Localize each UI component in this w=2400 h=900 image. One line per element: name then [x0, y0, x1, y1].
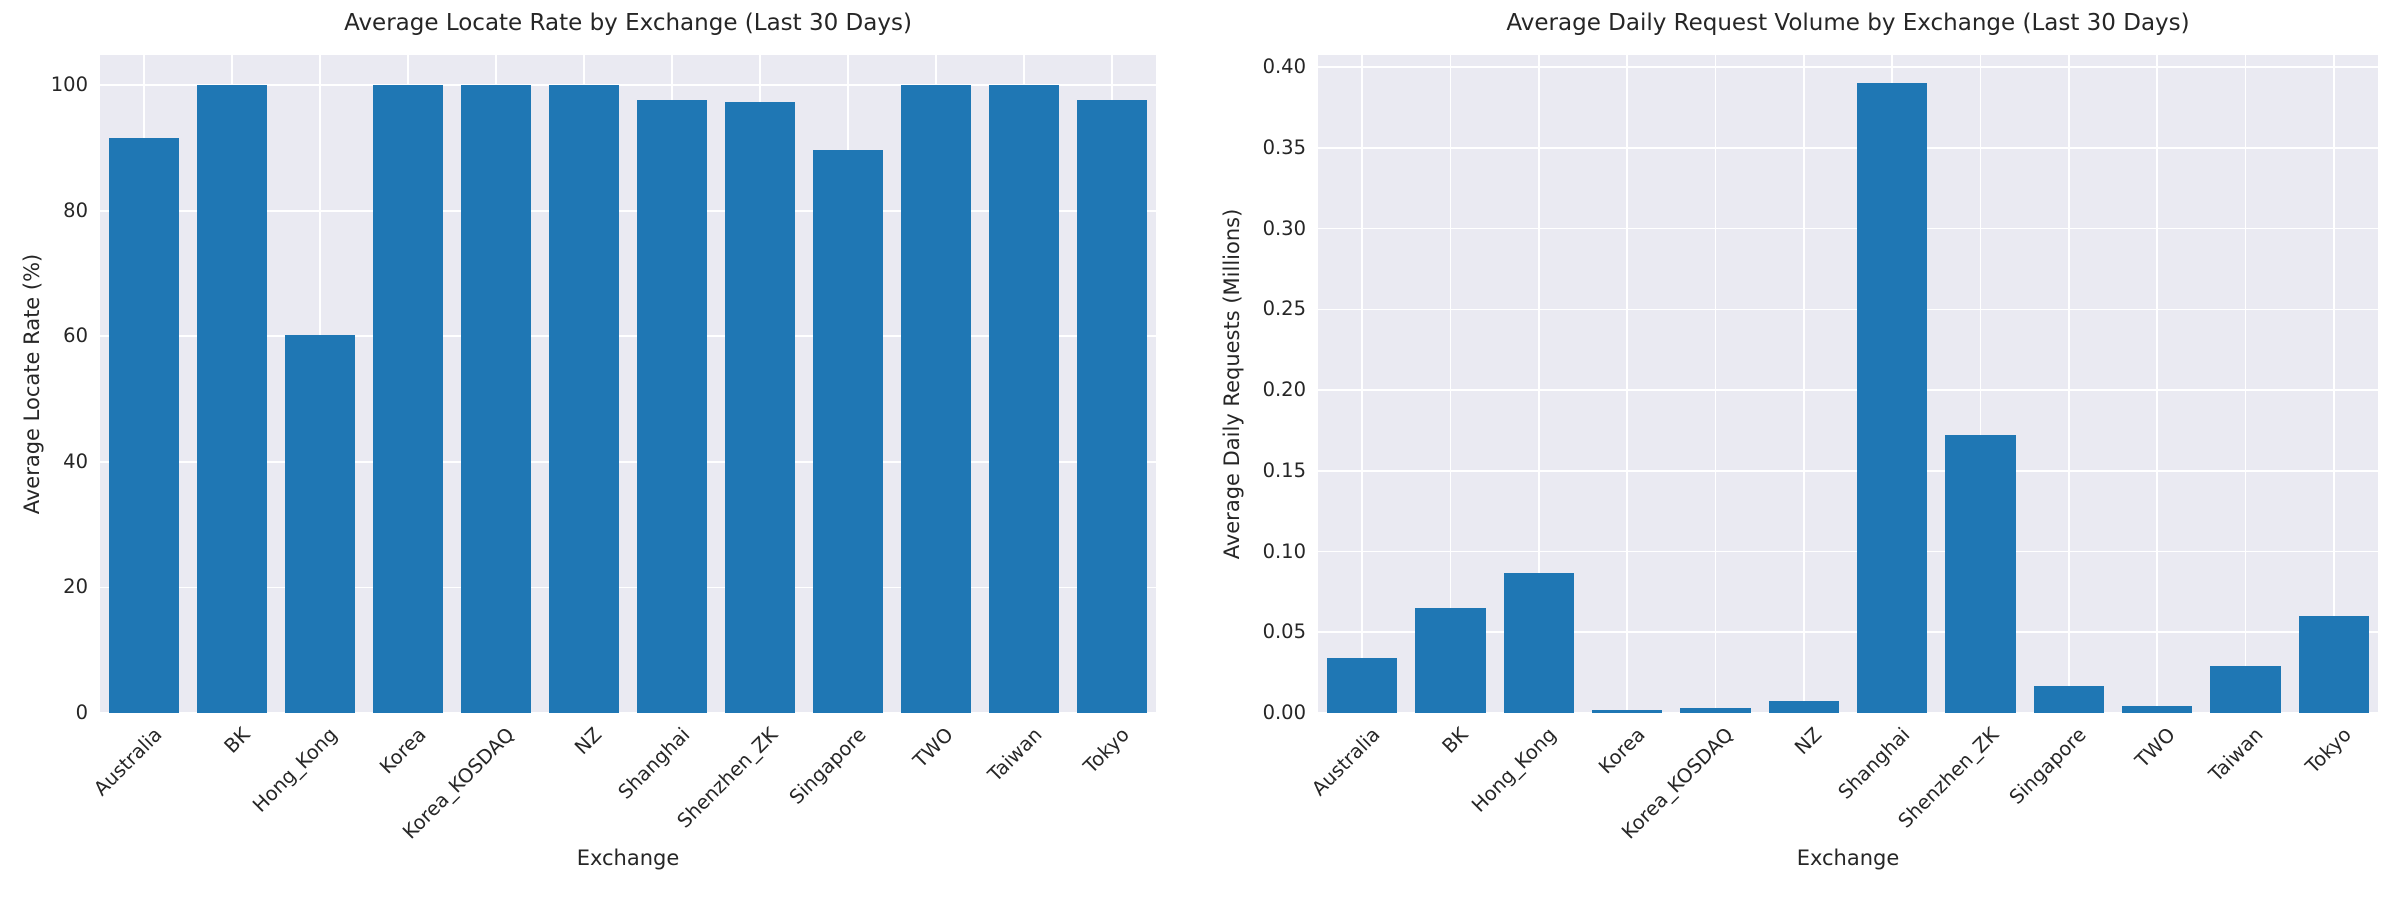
x-tick-label: NZ [1790, 723, 1827, 760]
plot-area: 0 20 40 60 80 100 Australia BK Hong_Kong Korea Kor… [51, 55, 1156, 844]
gridline-vertical [1626, 55, 1628, 713]
x-tick-label: Tokyo [2301, 723, 2357, 778]
gridline-vertical [1449, 55, 1452, 713]
x-tick-label: Taiwan [2204, 723, 2268, 787]
bar-Australia [108, 137, 180, 713]
bar-Singapore [2033, 685, 2105, 713]
gridline-vertical [2244, 55, 2247, 713]
x-tick-label: Shanghai [1833, 723, 1915, 804]
bar-TWO [2121, 705, 2193, 713]
y-tick-label: 40 [63, 449, 88, 473]
y-tick-label: 0.25 [1262, 297, 1306, 321]
x-tick-label: Singapore [2005, 723, 2092, 809]
gridline-vertical [1979, 55, 1982, 713]
x-tick-label: Australia [1307, 723, 1385, 801]
x-tick-label: Korea [1594, 723, 1650, 779]
bar-Shanghai [1856, 83, 1928, 713]
bar-Korea_KOSDAQ [1680, 708, 1751, 713]
y-tick-label: 0.15 [1262, 458, 1306, 482]
bar-Australia [1326, 658, 1398, 713]
y-tick-label: 20 [63, 575, 88, 599]
gridline-horizontal [1318, 712, 2378, 714]
chart-title: Average Daily Request Volume by Exchange… [1506, 10, 2190, 36]
y-tick-label: 0.00 [1262, 701, 1306, 725]
y-tick-label: 0.20 [1262, 378, 1306, 402]
x-tick-label: BK [1437, 723, 1473, 758]
chart-title: Average Locate Rate by Exchange (Last 30… [344, 10, 912, 36]
gridline-vertical [2068, 55, 2070, 713]
bar-NZ [1768, 700, 1840, 713]
gridline-horizontal [1318, 147, 2378, 149]
bar-BK [1415, 608, 1486, 713]
gridline-horizontal [100, 586, 1156, 589]
y-tick-label: 0.05 [1262, 620, 1306, 644]
x-axis-label: Exchange [1796, 846, 1900, 870]
gridline-horizontal [100, 712, 1156, 714]
bar-Korea [1591, 709, 1663, 713]
bar-TWO [900, 85, 972, 713]
gridline-vertical [1803, 55, 1805, 713]
gridline-vertical [1714, 55, 1717, 713]
x-tick-label: TWO [2130, 723, 2180, 773]
y-tick-label: 80 [63, 198, 88, 222]
gridline-horizontal [1318, 550, 2378, 553]
bar-Taiwan [2210, 666, 2281, 713]
bar-Tokyo [2298, 616, 2370, 713]
gridline-vertical [2333, 55, 2335, 713]
gridline-horizontal [1318, 227, 2378, 230]
bar-Taiwan [988, 85, 1060, 713]
x-tick-label: Hong_Kong [1467, 723, 1562, 817]
gridline-horizontal [100, 461, 1156, 463]
bar-Tokyo [1076, 99, 1148, 713]
x-axis-label: Exchange [576, 846, 680, 870]
bar-Korea [372, 85, 444, 713]
bar-NZ [548, 85, 620, 713]
y-tick-label: 0.35 [1262, 135, 1306, 159]
gridline-horizontal [1318, 469, 2378, 472]
gridline-horizontal [100, 84, 1156, 86]
y-tick-label: 60 [63, 324, 88, 348]
bar-Hong_Kong [1503, 572, 1575, 713]
bar-Shanghai [636, 100, 708, 713]
y-tick-label: 100 [50, 73, 88, 97]
gridline-horizontal [100, 335, 1156, 338]
gridline-vertical [1361, 55, 1363, 713]
bar-BK [196, 85, 268, 713]
y-tick-label: 0.10 [1262, 539, 1306, 563]
gridline-horizontal [1318, 631, 2378, 634]
gridline-vertical [2156, 55, 2158, 713]
gridline-horizontal [1318, 66, 2378, 68]
y-tick-label: 0.30 [1262, 216, 1306, 240]
y-tick-label: 0 [75, 701, 88, 725]
y-tick-label: 0.40 [1262, 55, 1306, 79]
plot-area: 0.00 0.05 0.10 0.15 0.20 0.25 0.30 0.35 0.40 Aust… [1263, 55, 2378, 844]
gridline-vertical [1538, 55, 1540, 713]
y-axis-label: Average Daily Requests (Millions) [1220, 208, 1244, 560]
bar-Korea_KOSDAQ [460, 85, 532, 713]
gridline-horizontal [1318, 389, 2378, 391]
gridline-horizontal [100, 209, 1156, 212]
bar-Shenzhen_ZK [1945, 435, 2016, 713]
bar-Hong_Kong [284, 335, 356, 713]
gridline-horizontal [1318, 308, 2378, 311]
bar-Shenzhen_ZK [724, 102, 796, 713]
bar-Singapore [812, 150, 884, 713]
